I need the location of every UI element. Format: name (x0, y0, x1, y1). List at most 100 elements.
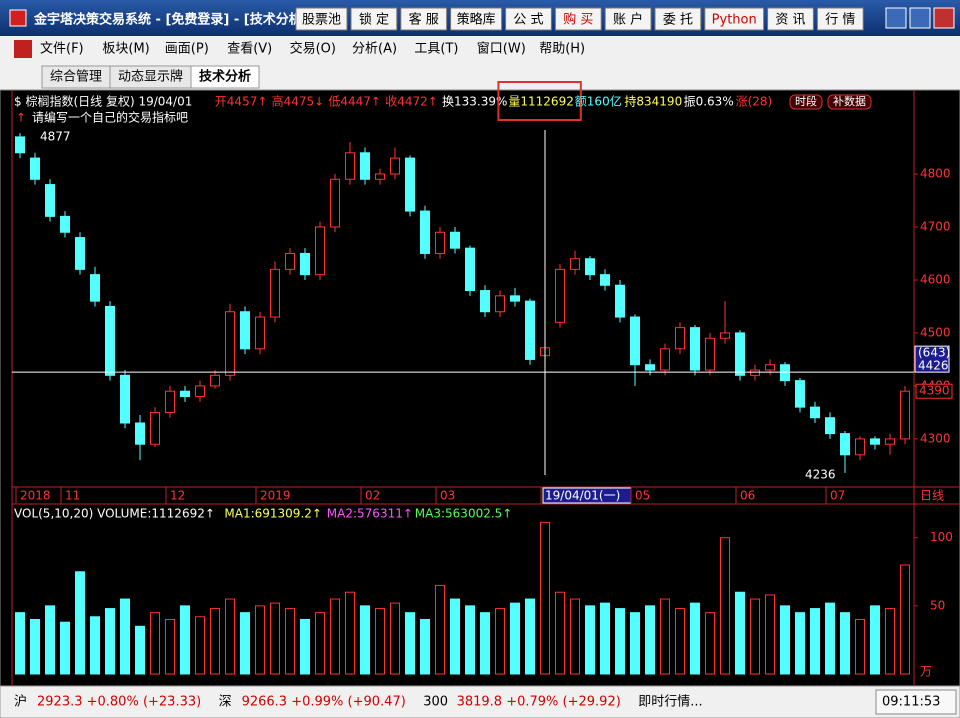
toolbar-button[interactable] (816, 7, 864, 31)
y-tick-label: 4800 (920, 166, 951, 180)
x-tick-label: 05 (635, 489, 650, 503)
candle-body (630, 316, 640, 366)
candle-body (120, 374, 130, 424)
y-tick-label: 4600 (920, 272, 951, 286)
candle-body (480, 290, 490, 313)
volume-bar (105, 608, 115, 675)
volume-bar (525, 598, 535, 675)
toolbar-button[interactable] (400, 7, 448, 31)
candle-body (825, 417, 835, 435)
candle-body (735, 332, 745, 376)
toolbar-button[interactable] (295, 7, 348, 31)
candle-body (285, 252, 295, 270)
toolbar-button-label: 账 户 (613, 12, 643, 28)
candle-body (435, 231, 445, 254)
menu-item[interactable]: 画面(P) (165, 42, 209, 57)
candle-body (705, 337, 715, 371)
volume-bar (585, 605, 595, 675)
minimize[interactable] (885, 7, 907, 29)
volume-bar (345, 591, 355, 675)
status-item: 2923.3 +0.80% (+23.33) (37, 695, 201, 710)
clock: 09:11:53 (882, 695, 940, 710)
status-item: 深 (219, 695, 232, 710)
window-title: 金宇塔决策交易系统 - [免费登录] - [技术分析 (33, 12, 302, 28)
max-label: 4877 (40, 130, 71, 144)
close[interactable] (933, 7, 955, 29)
candle-body (810, 406, 820, 419)
candle-body (855, 438, 865, 456)
prompt-arrow: ↑ (16, 111, 26, 125)
volume-bar (75, 571, 85, 675)
candle-body (675, 327, 685, 350)
toolbar-button[interactable] (505, 7, 552, 31)
toolbar-button-label: 委 托 (663, 13, 693, 28)
crosshair-count: (643) (918, 346, 950, 360)
menu-item[interactable]: 帮助(H) (539, 42, 585, 57)
candle-body (240, 311, 250, 350)
status-bar (0, 685, 960, 718)
last-price-label: 4390 (919, 384, 950, 398)
tab-label: 综合管理 (50, 70, 102, 85)
candle-body (510, 295, 520, 302)
candle-body (300, 252, 310, 276)
info-button[interactable] (789, 94, 823, 110)
candle-body (870, 438, 880, 445)
x-tick-label: 03 (440, 489, 455, 503)
tab-label: 动态显示牌 (118, 69, 183, 85)
menu-item[interactable]: 板块(M) (102, 42, 149, 57)
volume-header: MA3:563002.5↑ (415, 507, 513, 521)
candle-body (360, 152, 370, 180)
candle-body (780, 364, 790, 382)
volume-bar (240, 612, 250, 675)
info-item: 开4457↑ (215, 95, 268, 109)
toolbar-button[interactable] (450, 7, 503, 31)
volume-bar (480, 612, 490, 675)
volume-bar (300, 618, 310, 675)
volume-bar (780, 605, 790, 675)
crosshair-box (914, 345, 950, 373)
toolbar-button[interactable] (704, 7, 765, 31)
menu-item[interactable]: 工具(T) (414, 42, 458, 57)
candle-body (885, 438, 895, 445)
toolbar-button[interactable] (350, 7, 398, 31)
y-tick-label: 4700 (920, 219, 951, 233)
volume-bar (135, 625, 145, 675)
toolbar-button-label: 股票池 (302, 13, 341, 28)
candle-body (105, 305, 115, 376)
volume-bar (675, 608, 685, 675)
candle-body (270, 268, 280, 318)
maximize[interactable] (909, 7, 931, 29)
candle-body (180, 390, 190, 398)
ui: 股票池 锁 定 客 服 策略库 公 式 购 买 账 户 委 托 Python 资 讯 行 情文件(F… (11, 7, 960, 715)
volume-bar (885, 608, 895, 675)
menu-item[interactable]: 分析(A) (352, 42, 397, 57)
menu-item[interactable]: 文件(F) (40, 42, 84, 57)
menu-item[interactable]: 窗口(W) (477, 41, 526, 57)
candle-body (525, 300, 535, 360)
toolbar-button[interactable] (604, 7, 652, 31)
toolbar-button[interactable] (654, 7, 702, 31)
info-item: 量1112692 (508, 95, 573, 109)
menu-item[interactable]: 交易(O) (290, 41, 336, 57)
candle-body (795, 380, 805, 408)
volume-bar (750, 598, 760, 675)
crosshair-value: 4426 (918, 359, 949, 373)
volume-bar (225, 598, 235, 675)
x-tick-label: 11 (65, 489, 80, 503)
volume-bar (285, 608, 295, 675)
candle-body (900, 390, 910, 440)
menu-item[interactable]: 查看(V) (227, 41, 272, 57)
candle-body (495, 295, 505, 313)
tab-label: 技术分析 (199, 69, 251, 85)
info-item: 收4472↑ (385, 95, 438, 109)
volume-bar (30, 618, 40, 675)
info-item: 振0.63% (684, 95, 734, 109)
toolbar-button[interactable] (554, 7, 602, 31)
tab[interactable] (190, 65, 260, 89)
volume-bar (630, 612, 640, 675)
volume-bar (660, 598, 670, 675)
info-button[interactable] (827, 94, 872, 110)
toolbar-button[interactable] (767, 7, 814, 31)
